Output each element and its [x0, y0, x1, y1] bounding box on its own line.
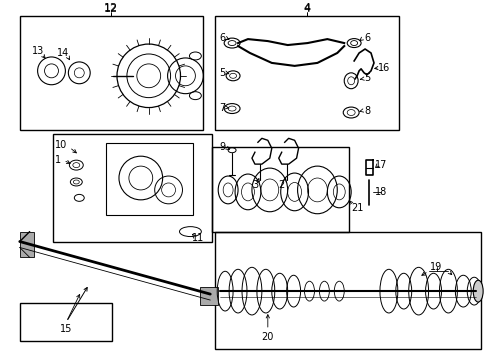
Bar [106, 143, 193, 215]
Text: 9: 9 [219, 142, 225, 152]
Text: 14: 14 [57, 48, 69, 58]
Text: 7: 7 [219, 103, 225, 113]
Text: 5: 5 [363, 73, 369, 83]
Bar [20, 16, 203, 130]
Text: 12: 12 [104, 4, 118, 14]
Bar [20, 231, 34, 257]
Text: 15: 15 [60, 324, 72, 334]
Text: 2: 2 [278, 180, 284, 190]
Bar [53, 134, 212, 242]
Text: 18: 18 [374, 187, 386, 197]
Text: 20: 20 [261, 332, 273, 342]
Text: 6: 6 [219, 33, 225, 43]
Bar [215, 16, 398, 130]
Text: 3: 3 [251, 180, 258, 190]
Text: 8: 8 [363, 105, 369, 116]
Text: 4: 4 [303, 4, 309, 14]
Text: 1: 1 [55, 155, 61, 165]
Text: 19: 19 [429, 262, 442, 272]
Text: 21: 21 [350, 203, 363, 213]
Text: 12: 12 [104, 3, 118, 13]
Ellipse shape [472, 280, 482, 302]
Bar [20, 303, 112, 341]
Text: 4: 4 [303, 3, 309, 13]
Text: 17: 17 [374, 160, 386, 170]
Text: 13: 13 [31, 46, 43, 56]
Text: 6: 6 [363, 33, 369, 43]
Bar [215, 231, 480, 349]
Text: 5: 5 [219, 68, 225, 78]
Text: 11: 11 [192, 233, 204, 243]
Text: 10: 10 [55, 140, 67, 150]
Text: 16: 16 [377, 63, 389, 73]
Bar [212, 147, 348, 231]
Bar [200, 287, 218, 305]
